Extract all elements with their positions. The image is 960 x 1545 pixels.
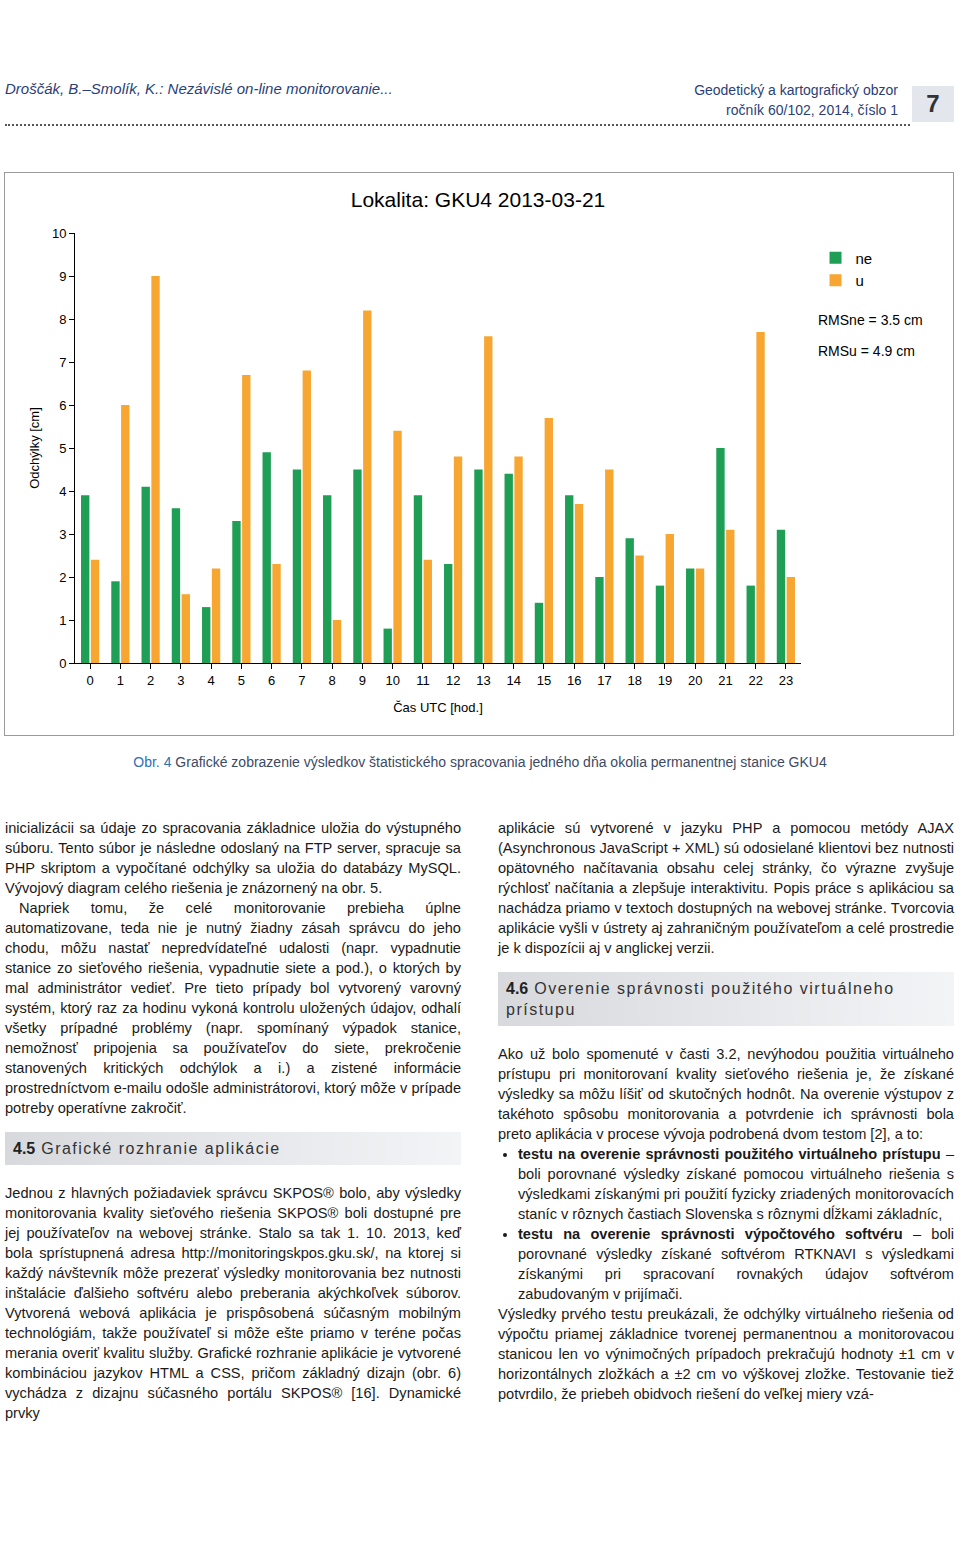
svg-text:3: 3 [177, 673, 184, 688]
svg-text:u: u [856, 272, 864, 289]
html-text:testu na overenie správnosti p: testu na overenie správnosti použitého v… [518, 1146, 954, 1222]
html-text:Ako už bolo spomenuté v časti: Ako už bolo spomenuté v časti 3.2, nevýh… [498, 1046, 954, 1142]
svg-text:4: 4 [208, 673, 215, 688]
svg-text:ne: ne [856, 250, 873, 267]
html-text:testu na overenie správnosti v: testu na overenie správnosti výpočtového… [518, 1226, 954, 1302]
svg-text:17: 17 [597, 673, 611, 688]
svg-text:6: 6 [59, 398, 66, 413]
html-text:Napriek tomu, že celé monitoro: Napriek tomu, že celé monitorovanie preb… [5, 900, 461, 1116]
svg-text:0: 0 [59, 656, 66, 671]
svg-text:4: 4 [59, 484, 66, 499]
svg-text:7: 7 [298, 673, 305, 688]
html-text:ročník 60/102, 2014, číslo 1: ročník 60/102, 2014, číslo 1 [726, 102, 898, 118]
svg-text:8: 8 [329, 673, 336, 688]
svg-text:9: 9 [359, 673, 366, 688]
svg-text:21: 21 [718, 673, 732, 688]
html-text:Obr. 4 Grafické zobrazenie výs: Obr. 4 Grafické zobrazenie výsledkov šta… [133, 754, 827, 770]
svg-text:1: 1 [59, 613, 66, 628]
svg-text:5: 5 [59, 441, 66, 456]
svg-text:0: 0 [87, 673, 94, 688]
svg-text:2: 2 [59, 570, 66, 585]
svg-text:Čas UTC [hod.]: Čas UTC [hod.] [393, 700, 483, 715]
svg-text:22: 22 [748, 673, 762, 688]
html-text:Geodetický a kartografický obz: Geodetický a kartografický obzor [694, 82, 898, 98]
svg-text:10: 10 [52, 226, 66, 241]
svg-text:7: 7 [59, 355, 66, 370]
svg-text:RMSne = 3.5 cm: RMSne = 3.5 cm [818, 312, 923, 328]
svg-text:RMSu = 4.9 cm: RMSu = 4.9 cm [818, 343, 915, 359]
svg-text:Lokalita: GKU4 2013-03-21: Lokalita: GKU4 2013-03-21 [351, 188, 606, 211]
svg-text:11: 11 [416, 673, 430, 688]
html-text:4.5 Grafické rozhranie aplikác: 4.5 Grafické rozhranie aplikácie [13, 1140, 281, 1157]
svg-text:9: 9 [59, 269, 66, 284]
html-text:Jednou z hlavných požiadaviek: Jednou z hlavných požiadaviek správcu SK… [5, 1185, 461, 1421]
html-text:Výsledky prvého testu preukáza: Výsledky prvého testu preukázali, že odc… [498, 1306, 954, 1402]
svg-text:19: 19 [658, 673, 672, 688]
html-text:7: 7 [926, 90, 940, 117]
svg-text:Odchýlky [cm]: Odchýlky [cm] [27, 407, 42, 489]
html-text:4.6 Overenie správnosti použit: 4.6 Overenie správnosti použitého virtuá… [506, 980, 895, 1018]
svg-text:10: 10 [385, 673, 399, 688]
svg-text:5: 5 [238, 673, 245, 688]
svg-text:2: 2 [147, 673, 154, 688]
svg-text:20: 20 [688, 673, 702, 688]
svg-text:14: 14 [506, 673, 520, 688]
svg-text:16: 16 [567, 673, 581, 688]
svg-text:18: 18 [627, 673, 641, 688]
svg-text:15: 15 [537, 673, 551, 688]
html-text:aplikácie sú vytvorené v jazyk: aplikácie sú vytvorené v jazyku PHP a po… [498, 820, 954, 956]
svg-text:3: 3 [59, 527, 66, 542]
svg-text:13: 13 [476, 673, 490, 688]
html-text:Droščák, B.–Smolík, K.: Nezávi: Droščák, B.–Smolík, K.: Nezávislé on-lin… [5, 80, 393, 97]
svg-text:8: 8 [59, 312, 66, 327]
html-text:inicializácii sa údaje zo spra: inicializácii sa údaje zo spracovania zá… [5, 820, 461, 896]
svg-text:1: 1 [117, 673, 124, 688]
svg-text:12: 12 [446, 673, 460, 688]
svg-text:23: 23 [779, 673, 793, 688]
svg-text:6: 6 [268, 673, 275, 688]
